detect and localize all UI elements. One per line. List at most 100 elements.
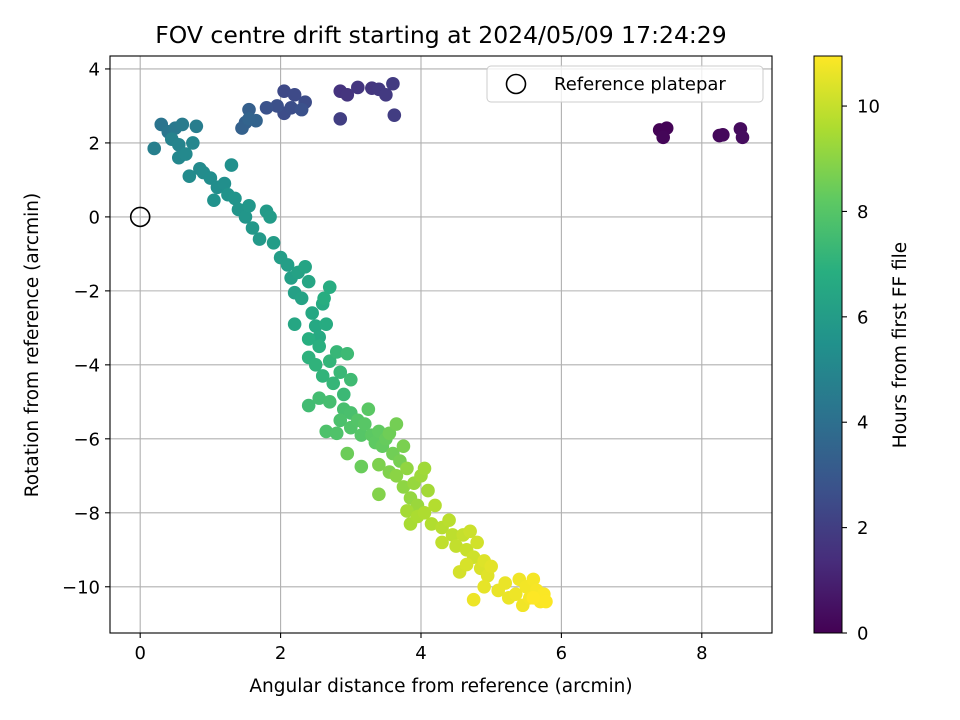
data-point xyxy=(266,235,281,250)
data-point xyxy=(329,345,344,359)
data-point xyxy=(270,99,284,113)
data-point xyxy=(421,483,435,498)
reference-layer xyxy=(129,206,151,228)
data-point xyxy=(716,127,730,142)
data-point xyxy=(372,487,386,502)
data-point xyxy=(235,121,249,135)
data-point xyxy=(340,88,355,102)
y-axis: −10 −8 −6 −4 −2 0 2 4 xyxy=(62,59,110,598)
data-point xyxy=(400,504,414,518)
data-point xyxy=(186,136,200,150)
colorbar-tick-label: 2 xyxy=(857,518,868,539)
data-point xyxy=(445,528,460,542)
data-point xyxy=(361,402,376,417)
chart-title: FOV centre drift starting at 2024/05/09 … xyxy=(155,21,726,49)
data-point xyxy=(322,280,337,294)
data-point xyxy=(484,559,498,574)
data-point xyxy=(343,372,358,387)
data-point xyxy=(228,191,242,206)
data-point xyxy=(179,147,193,161)
data-point xyxy=(539,594,553,609)
data-point xyxy=(382,426,397,441)
data-point xyxy=(224,158,239,172)
data-point xyxy=(308,358,323,372)
colorbar-label: Hours from first FF file xyxy=(890,242,911,448)
data-point xyxy=(442,513,456,527)
data-point xyxy=(428,498,442,513)
colorbar-ticks: 0 2 4 6 8 10 xyxy=(842,97,880,645)
data-point xyxy=(263,210,277,224)
data-point xyxy=(175,117,190,132)
y-axis-label: Rotation from reference (arcmin) xyxy=(22,193,43,497)
data-point xyxy=(372,457,386,472)
data-point xyxy=(340,346,355,361)
data-point xyxy=(656,130,670,145)
data-point xyxy=(424,517,439,531)
y-tick-label: 0 xyxy=(89,207,100,228)
y-tick-label: −4 xyxy=(73,355,100,376)
data-point xyxy=(171,137,186,152)
colorbar-gradient xyxy=(813,55,843,634)
data-point xyxy=(358,417,372,431)
colorbar-tick-label: 4 xyxy=(857,413,868,434)
legend-label: Reference platepar xyxy=(554,74,726,95)
data-point xyxy=(322,354,337,368)
grid-lines xyxy=(110,56,772,633)
data-point xyxy=(294,102,309,117)
data-point xyxy=(301,332,316,346)
data-point xyxy=(242,112,256,126)
data-point xyxy=(207,193,221,208)
x-axis: 0 2 4 6 8 xyxy=(134,633,708,664)
data-point xyxy=(280,258,295,272)
data-point xyxy=(477,579,491,594)
x-tick-label: 4 xyxy=(415,643,426,664)
data-point xyxy=(351,80,365,95)
data-point xyxy=(435,535,449,550)
data-point xyxy=(294,291,309,306)
data-point xyxy=(508,587,523,601)
data-point xyxy=(277,84,291,98)
data-point xyxy=(301,398,316,413)
x-tick-label: 0 xyxy=(134,643,145,664)
data-point xyxy=(386,76,400,91)
data-points xyxy=(147,76,750,613)
colorbar-tick-label: 10 xyxy=(857,97,880,118)
data-point xyxy=(242,198,256,213)
data-point xyxy=(305,306,319,320)
data-point xyxy=(389,417,404,431)
data-point xyxy=(298,260,312,274)
data-point xyxy=(287,88,302,102)
data-point xyxy=(252,232,267,246)
x-tick-label: 6 xyxy=(556,643,567,664)
data-point xyxy=(498,576,513,590)
data-point xyxy=(317,291,331,306)
data-point xyxy=(245,221,260,235)
data-point xyxy=(217,176,232,191)
y-tick-label: 2 xyxy=(89,133,100,154)
data-point xyxy=(319,424,334,439)
y-tick-label: 4 xyxy=(89,59,100,80)
data-point xyxy=(526,591,541,605)
x-tick-label: 2 xyxy=(275,643,286,664)
data-point xyxy=(336,387,351,402)
data-point xyxy=(238,210,253,224)
data-point xyxy=(312,339,327,354)
data-point xyxy=(189,119,204,134)
y-tick-label: −8 xyxy=(73,503,100,524)
data-point xyxy=(329,426,344,441)
data-point xyxy=(417,461,432,476)
data-point xyxy=(147,141,162,156)
data-point xyxy=(287,317,302,331)
data-point xyxy=(284,100,298,115)
plot-frame xyxy=(109,55,773,634)
data-point xyxy=(319,317,334,331)
data-point xyxy=(333,413,348,428)
data-point xyxy=(315,369,330,383)
data-point xyxy=(400,461,414,476)
data-point xyxy=(326,376,341,391)
x-axis-label: Angular distance from reference (arcmin) xyxy=(249,676,632,697)
data-point xyxy=(182,169,197,184)
data-point xyxy=(396,480,411,494)
colorbar-tick-label: 6 xyxy=(857,307,868,328)
